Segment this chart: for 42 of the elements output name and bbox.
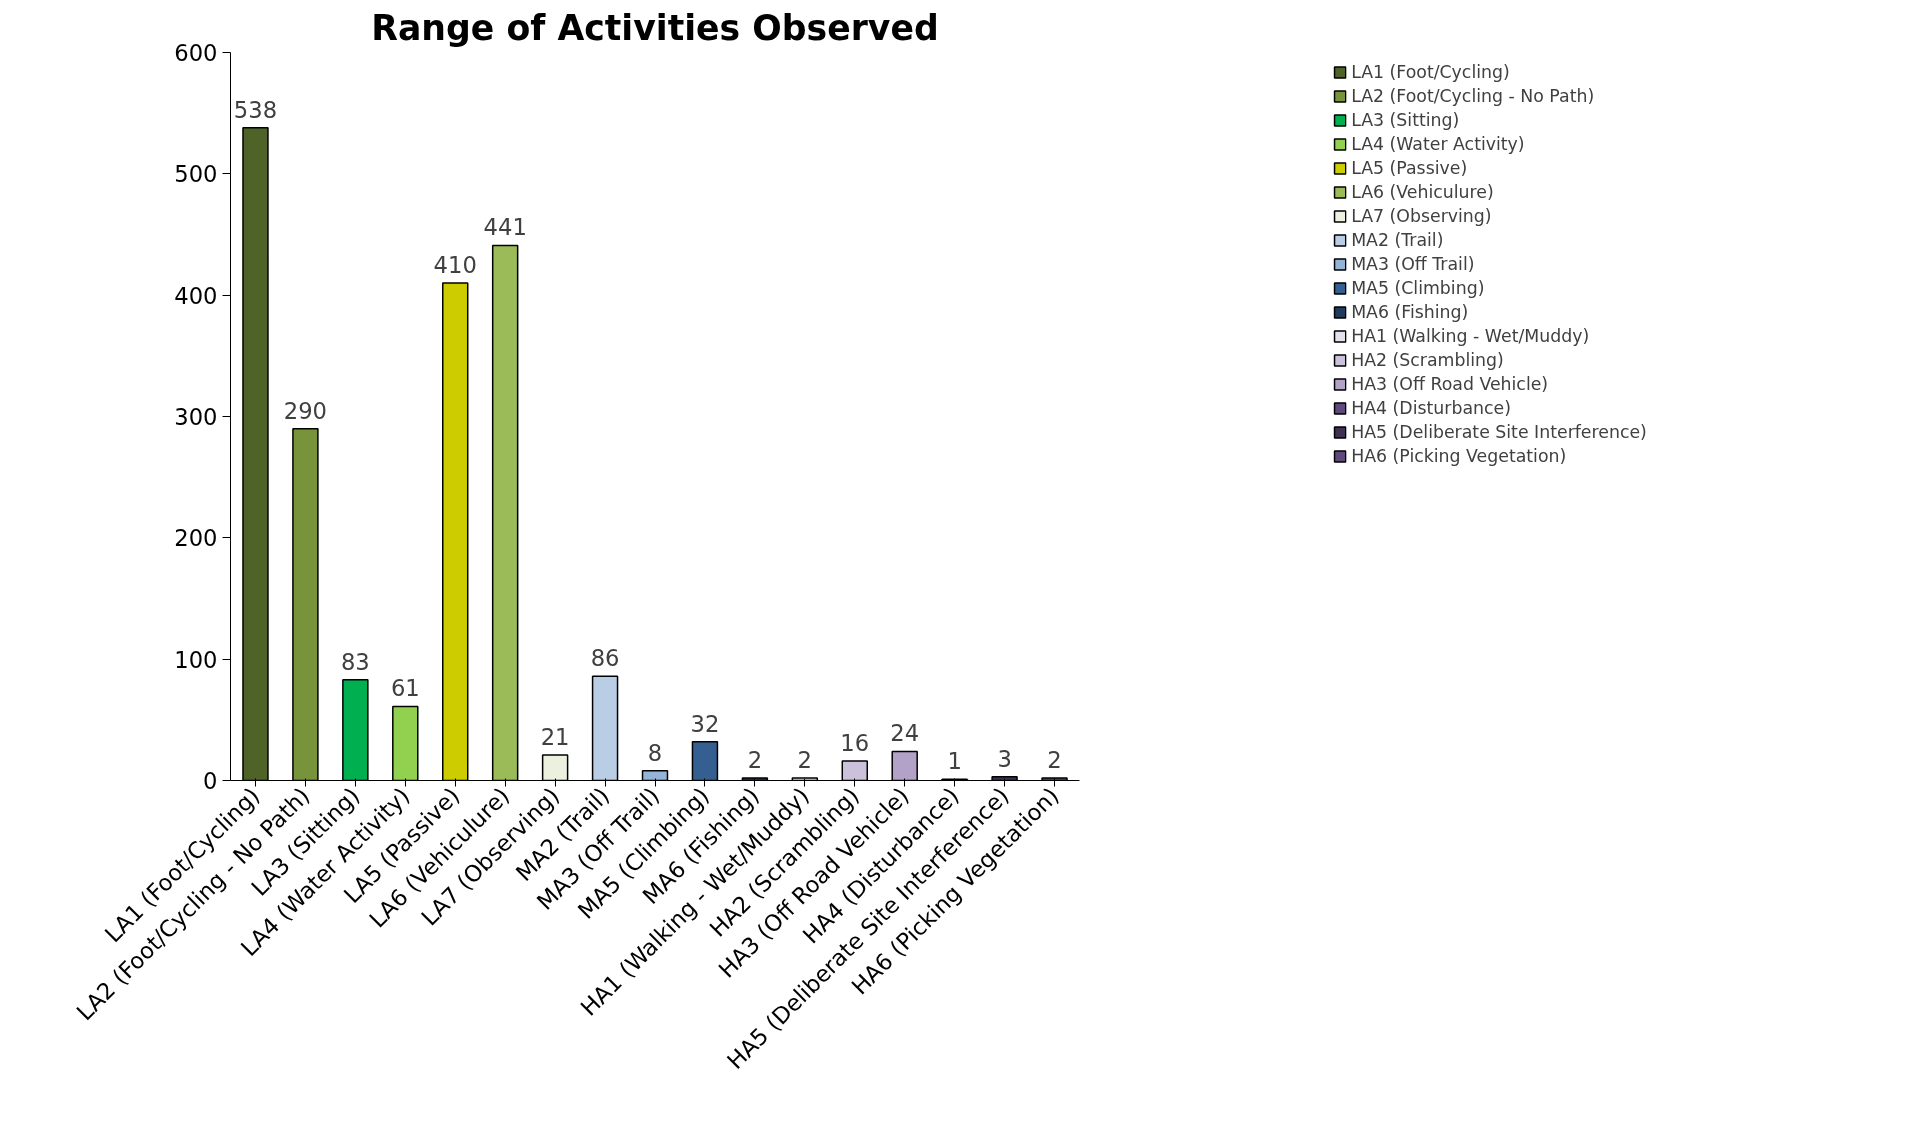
legend-label: MA5 (Climbing): [1351, 278, 1485, 298]
y-tick-label: 100: [174, 646, 218, 673]
legend-label: LA6 (Vehiculure): [1351, 182, 1494, 202]
legend-label: HA4 (Disturbance): [1351, 398, 1511, 418]
data-label: 83: [340, 648, 370, 675]
y-tick-label: 600: [174, 40, 218, 66]
legend-label: LA3 (Sitting): [1351, 110, 1460, 130]
legend-label: LA4 (Water Activity): [1351, 134, 1525, 154]
data-label: 441: [483, 214, 527, 241]
legend-label: LA7 (Observing): [1351, 206, 1492, 226]
data-label: 290: [283, 397, 328, 424]
y-tick-label: 0: [203, 768, 218, 794]
data-label: 538: [233, 96, 278, 123]
data-label: 61: [390, 675, 420, 702]
chart-title: Range of Activities Observed: [371, 7, 939, 48]
data-label: 24: [890, 720, 920, 747]
data-label: 16: [840, 730, 870, 757]
data-label: 21: [540, 724, 570, 751]
data-label: 86: [590, 645, 620, 672]
data-label: 8: [647, 739, 663, 766]
legend-label: LA5 (Passive): [1351, 158, 1468, 178]
y-tick-label: 400: [174, 282, 218, 309]
y-tick-label: 300: [174, 404, 218, 430]
legend-label: HA2 (Scrambling): [1351, 350, 1504, 370]
legend-label: MA3 (Off Trail): [1351, 254, 1475, 274]
legend-label: MA6 (Fishing): [1351, 302, 1469, 322]
data-label: 1: [947, 748, 962, 775]
y-tick-label: 200: [174, 525, 218, 552]
data-label: 32: [690, 710, 720, 737]
data-label: 2: [747, 747, 763, 774]
legend-label: HA3 (Off Road Vehicle): [1351, 374, 1549, 394]
y-tick-label: 500: [174, 161, 218, 188]
legend-label: LA2 (Foot/Cycling - No Path): [1351, 86, 1595, 106]
legend-label: LA1 (Foot/Cycling): [1351, 62, 1510, 82]
legend-label: MA2 (Trail): [1351, 230, 1444, 250]
legend-label: HA5 (Deliberate Site Interference): [1351, 422, 1647, 442]
legend-label: HA6 (Picking Vegetation): [1351, 446, 1567, 466]
data-label: 2: [1047, 747, 1062, 774]
data-label: 2: [797, 747, 813, 774]
data-label: 410: [433, 252, 477, 279]
data-label: 3: [997, 745, 1012, 772]
legend-label: HA1 (Walking - Wet/Muddy): [1351, 326, 1590, 346]
